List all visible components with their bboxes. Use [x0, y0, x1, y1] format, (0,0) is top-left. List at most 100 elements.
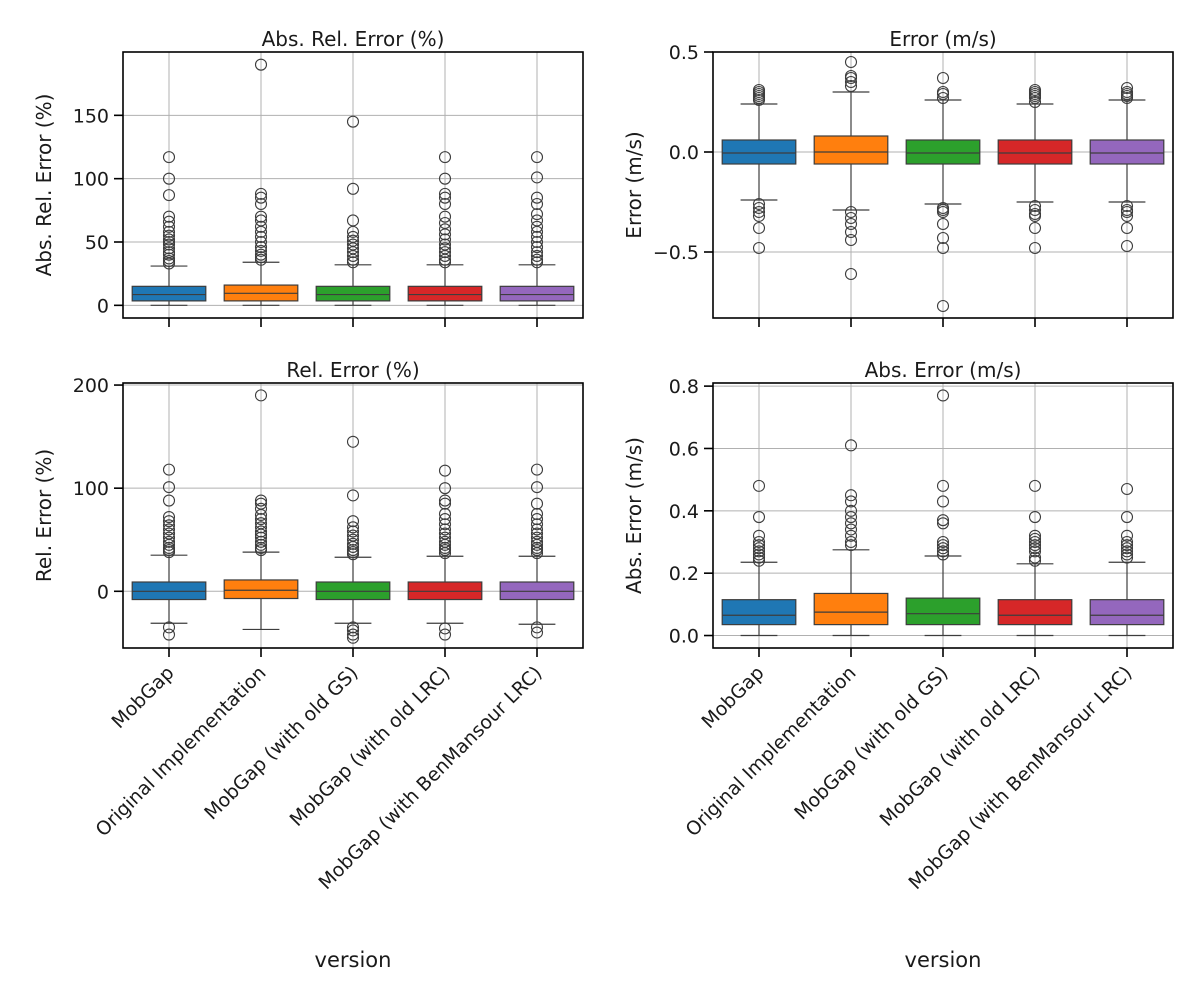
box-1 [131, 151, 207, 306]
y-axis-label: Abs. Error (m/s) [622, 437, 646, 594]
outlier-point [844, 205, 858, 219]
outlier-point [438, 541, 452, 555]
iqr-box [407, 285, 483, 302]
outlier-point [844, 517, 858, 530]
outlier-point [844, 233, 858, 247]
outlier-point [254, 214, 268, 227]
outlier-point [936, 241, 950, 255]
box-3 [315, 435, 391, 644]
outlier-point [1028, 203, 1042, 217]
outlier-point [530, 171, 544, 184]
y-tick-label: 0.0 [669, 142, 699, 164]
box-2 [223, 58, 299, 306]
outlier-point [530, 518, 544, 531]
box-2 [813, 439, 889, 637]
outlier-point [530, 531, 544, 544]
outlier-point [530, 253, 544, 266]
outlier-point [1120, 551, 1134, 564]
y-tick-label: 0.8 [669, 376, 699, 398]
outlier-point [346, 543, 360, 557]
outlier-point [162, 535, 176, 548]
outlier-point [346, 628, 360, 641]
outlier-point [1120, 81, 1134, 95]
outlier-point [530, 256, 544, 269]
outlier-point [346, 214, 360, 227]
outlier-point [254, 502, 268, 515]
box-2 [813, 55, 889, 281]
outlier-point [162, 463, 176, 476]
outlier-point [162, 233, 176, 246]
y-tick-label: 0.2 [669, 563, 699, 585]
outlier-point [438, 233, 452, 246]
box-4 [407, 151, 483, 306]
box-1 [721, 479, 797, 637]
iqr-box [813, 592, 889, 626]
outlier-point [936, 71, 950, 85]
outlier-point [936, 535, 950, 549]
outlier-point [936, 545, 950, 558]
outlier-point [1120, 205, 1134, 219]
outlier-point [254, 235, 268, 249]
outlier-point [162, 248, 176, 261]
outlier-point [752, 542, 766, 555]
outlier-point [162, 210, 176, 223]
outlier-point [530, 246, 544, 259]
outlier-point [530, 230, 544, 243]
outlier-point [530, 235, 544, 249]
outlier-point [438, 494, 452, 507]
outlier-point [162, 151, 176, 164]
box-5 [1089, 482, 1165, 637]
x-tick-label: MobGap [697, 662, 768, 733]
outlier-point [1028, 529, 1042, 542]
outlier-point [1120, 539, 1134, 552]
outlier-point [346, 621, 360, 634]
outlier-point [438, 216, 452, 230]
outlier-point [844, 539, 858, 552]
y-tick-label: 0.4 [669, 501, 699, 523]
outlier-point [530, 541, 544, 555]
outlier-point [254, 521, 268, 534]
outlier-point [254, 187, 268, 200]
outlier-point [162, 541, 176, 555]
chart-panel-2: −0.5 0.0 0.5 Error (m/s) Error (m/s) [622, 27, 1174, 327]
outlier-point [844, 504, 858, 517]
outlier-point [530, 241, 544, 254]
outlier-point [844, 211, 858, 225]
outlier-point [1028, 209, 1042, 223]
outlier-point [438, 507, 452, 521]
outlier-point [1120, 199, 1134, 213]
outlier-point [438, 191, 452, 204]
iqr-box [131, 285, 207, 302]
box-3 [905, 71, 981, 313]
x-tick-label: Original Implementation [681, 662, 860, 841]
outlier-point [254, 494, 268, 507]
y-tick-label: −0.5 [653, 242, 699, 264]
outlier-point [936, 91, 950, 105]
outlier-point [530, 621, 544, 634]
outlier-point [438, 187, 452, 200]
y-axis-label: Error (m/s) [622, 131, 646, 238]
outlier-point [752, 511, 766, 524]
iqr-box [499, 285, 575, 302]
outlier-point [844, 529, 858, 542]
outlier-point [530, 208, 544, 221]
y-tick-label: 100 [73, 169, 109, 191]
panel-title: Abs. Error (m/s) [865, 358, 1022, 382]
outlier-point [1120, 482, 1134, 496]
x-axis-label: version [315, 948, 392, 972]
outlier-point [752, 554, 766, 567]
box-3 [905, 389, 981, 637]
outlier-point [438, 172, 452, 185]
x-tick-label: MobGap (with old GS) [790, 662, 952, 824]
outlier-point [438, 628, 452, 641]
outlier-point [346, 234, 360, 247]
outlier-point [438, 527, 452, 540]
outlier-point [1028, 511, 1042, 524]
outlier-point [162, 215, 176, 228]
panel-title: Rel. Error (%) [286, 358, 419, 382]
outlier-point [346, 537, 360, 550]
outlier-point [752, 551, 766, 564]
outlier-point [162, 189, 176, 202]
